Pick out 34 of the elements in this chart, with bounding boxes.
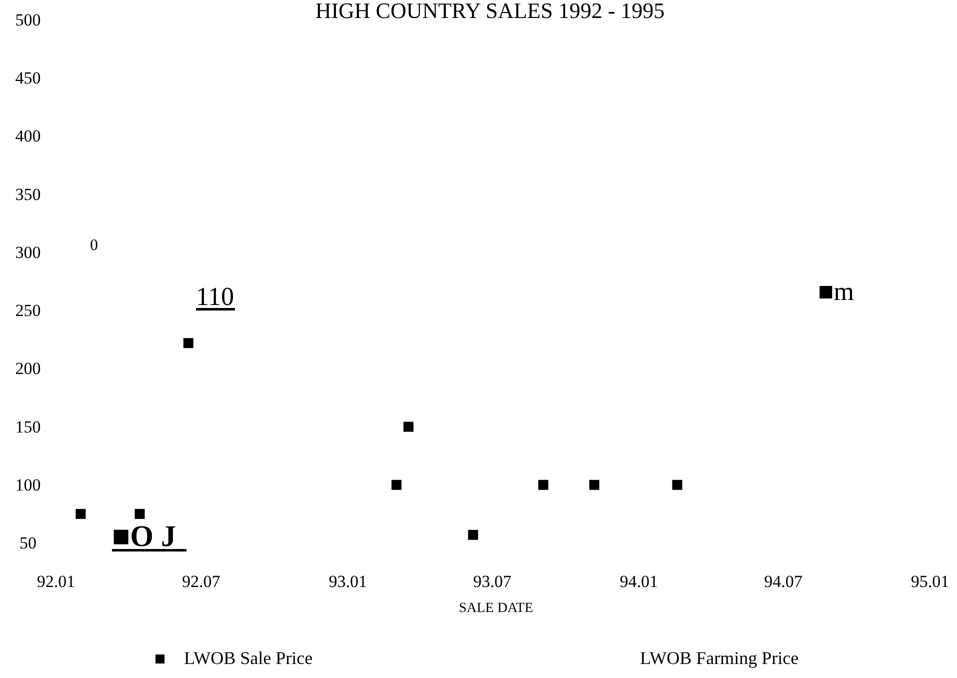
y-tick-label: 50 — [20, 534, 36, 552]
point — [183, 338, 194, 348]
y-tick-label: 100 — [15, 475, 41, 494]
y-tick-label: 200 — [15, 359, 41, 378]
x-tick-label: 93.01 — [328, 572, 367, 591]
annotation: ■m — [818, 277, 854, 306]
x-tick-label: 95.01 — [910, 572, 950, 591]
y-tick-label: 400 — [15, 126, 41, 146]
y-tick-label: 450 — [15, 68, 41, 88]
point — [538, 480, 548, 490]
y-tick-label: 350 — [15, 184, 41, 204]
x-tick-label: 92.01 — [36, 572, 76, 591]
y-tick-label: 150 — [15, 417, 41, 436]
point — [134, 508, 145, 519]
point — [672, 480, 682, 490]
x-tick-label: 92.07 — [182, 572, 221, 591]
point — [589, 480, 600, 490]
point — [76, 508, 86, 519]
x-tick-label: 94.01 — [620, 572, 658, 591]
x-axis-title: SALE DATE — [458, 601, 534, 616]
point — [468, 530, 478, 540]
point — [403, 422, 414, 432]
y-tick-label: 300 — [15, 242, 41, 262]
y-tick-label: 250 — [15, 301, 41, 320]
annotation: ■O J — [112, 520, 176, 553]
point — [392, 480, 402, 490]
legend-label: LWOB Sale Price — [184, 648, 313, 668]
x-tick-label: 93.07 — [473, 572, 512, 591]
x-tick-label: 94.07 — [764, 572, 803, 591]
annotation: 0 — [90, 237, 98, 254]
chart-title: HIGH COUNTRY SALES 1992 - 1995 — [315, 0, 665, 23]
text: LWOB Farming Price — [640, 648, 799, 668]
y-tick-label: 500 — [15, 10, 41, 30]
annotation: 110 — [196, 282, 234, 311]
